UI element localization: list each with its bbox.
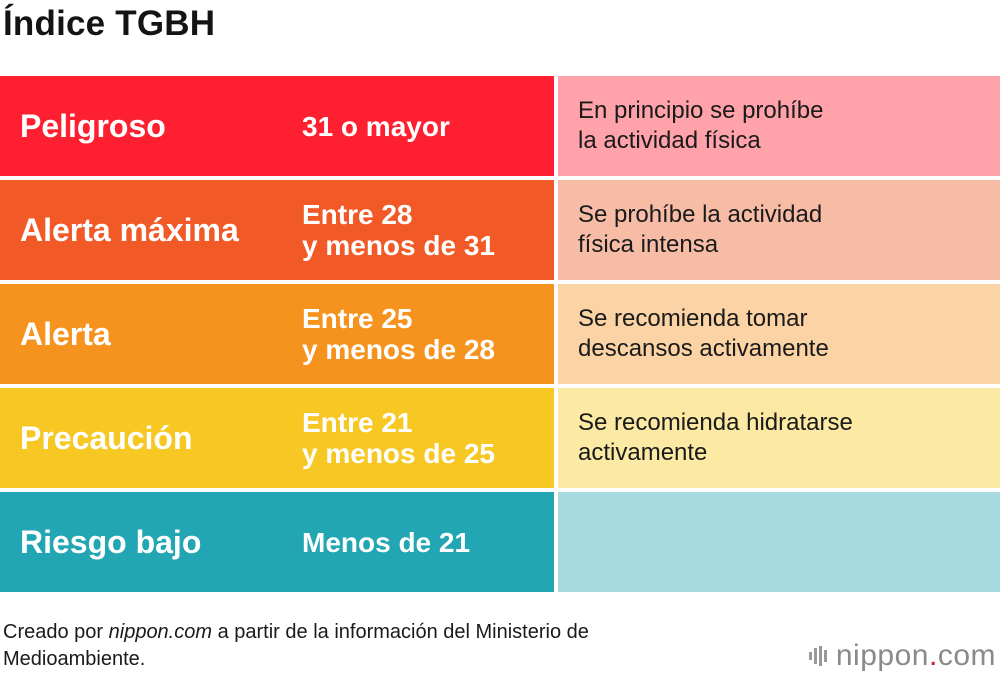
logo-text-main: nippon bbox=[835, 639, 929, 672]
recommendation-text: Se recomienda tomar descansos activament… bbox=[578, 305, 829, 362]
recommendation-cell: Se recomienda hidratarse activamente bbox=[558, 388, 1000, 488]
table-row: Precaución Entre 21 y menos de 25 Se recom… bbox=[0, 388, 1000, 488]
nippon-logo-text: nippon.com bbox=[836, 639, 996, 673]
risk-level-label: Riesgo bajo bbox=[20, 523, 202, 560]
index-range-label: 31 o mayor bbox=[302, 110, 450, 142]
source-suffix: a partir de la información del Ministeri… bbox=[3, 621, 589, 670]
risk-level-label: Alerta bbox=[20, 315, 111, 352]
column-divider bbox=[554, 76, 558, 176]
risk-level-cell: Riesgo bajo Menos de 21 bbox=[0, 492, 554, 592]
logo-text-dot: . bbox=[928, 639, 938, 672]
table-row: Alerta Entre 25 y menos de 28 Se recomiend… bbox=[0, 284, 1000, 384]
recommendation-text: Se recomienda hidratarse activamente bbox=[578, 409, 853, 466]
risk-level-cell: Precaución Entre 21 y menos de 25 bbox=[0, 388, 554, 488]
risk-level-cell: Alerta máxima Entre 28 y menos de 31 bbox=[0, 180, 554, 280]
nippon-logo: nippon.com bbox=[808, 638, 996, 674]
index-range-label: Menos de 21 bbox=[302, 526, 471, 558]
recommendation-cell: Se prohíbe la actividad física intensa bbox=[558, 180, 1000, 280]
recommendation-text: En principio se prohíbe la actividad fís… bbox=[578, 97, 824, 154]
index-range-label: Entre 21 y menos de 25 bbox=[302, 407, 495, 469]
risk-level-label: Precaución bbox=[20, 419, 193, 456]
risk-level-label: Alerta máxima bbox=[20, 211, 239, 248]
recommendation-cell: En principio se prohíbe la actividad fís… bbox=[558, 76, 1000, 176]
source-prefix: Creado por bbox=[3, 621, 109, 643]
risk-level-cell: Alerta Entre 25 y menos de 28 bbox=[0, 284, 554, 384]
recommendation-cell bbox=[558, 492, 1000, 592]
index-range-label: Entre 25 y menos de 28 bbox=[302, 303, 495, 365]
column-divider bbox=[554, 284, 558, 384]
table-row: Peligroso 31 o mayor En principio se prohí… bbox=[0, 76, 1000, 176]
column-divider bbox=[554, 492, 558, 592]
table-row: Riesgo bajo Menos de 21 bbox=[0, 492, 1000, 592]
recommendation-text: Se prohíbe la actividad física intensa bbox=[578, 201, 823, 258]
tgbh-table: Peligroso 31 o mayor En principio se prohí… bbox=[0, 76, 1000, 596]
table-row: Alerta máxima Entre 28 y menos de 31 Se pr… bbox=[0, 180, 1000, 280]
recommendation-cell: Se recomienda tomar descansos activament… bbox=[558, 284, 1000, 384]
nippon-logo-icon bbox=[808, 645, 830, 667]
risk-level-label: Peligroso bbox=[20, 107, 166, 144]
column-divider bbox=[554, 388, 558, 488]
source-note: Creado por nippon.com a partir de la inf… bbox=[3, 619, 753, 673]
risk-level-cell: Peligroso 31 o mayor bbox=[0, 76, 554, 176]
page-title: Índice TGBH bbox=[3, 4, 216, 43]
column-divider bbox=[554, 180, 558, 280]
index-range-label: Entre 28 y menos de 31 bbox=[302, 199, 495, 261]
source-site: nippon.com bbox=[108, 621, 213, 643]
logo-text-tld: com bbox=[937, 639, 996, 672]
